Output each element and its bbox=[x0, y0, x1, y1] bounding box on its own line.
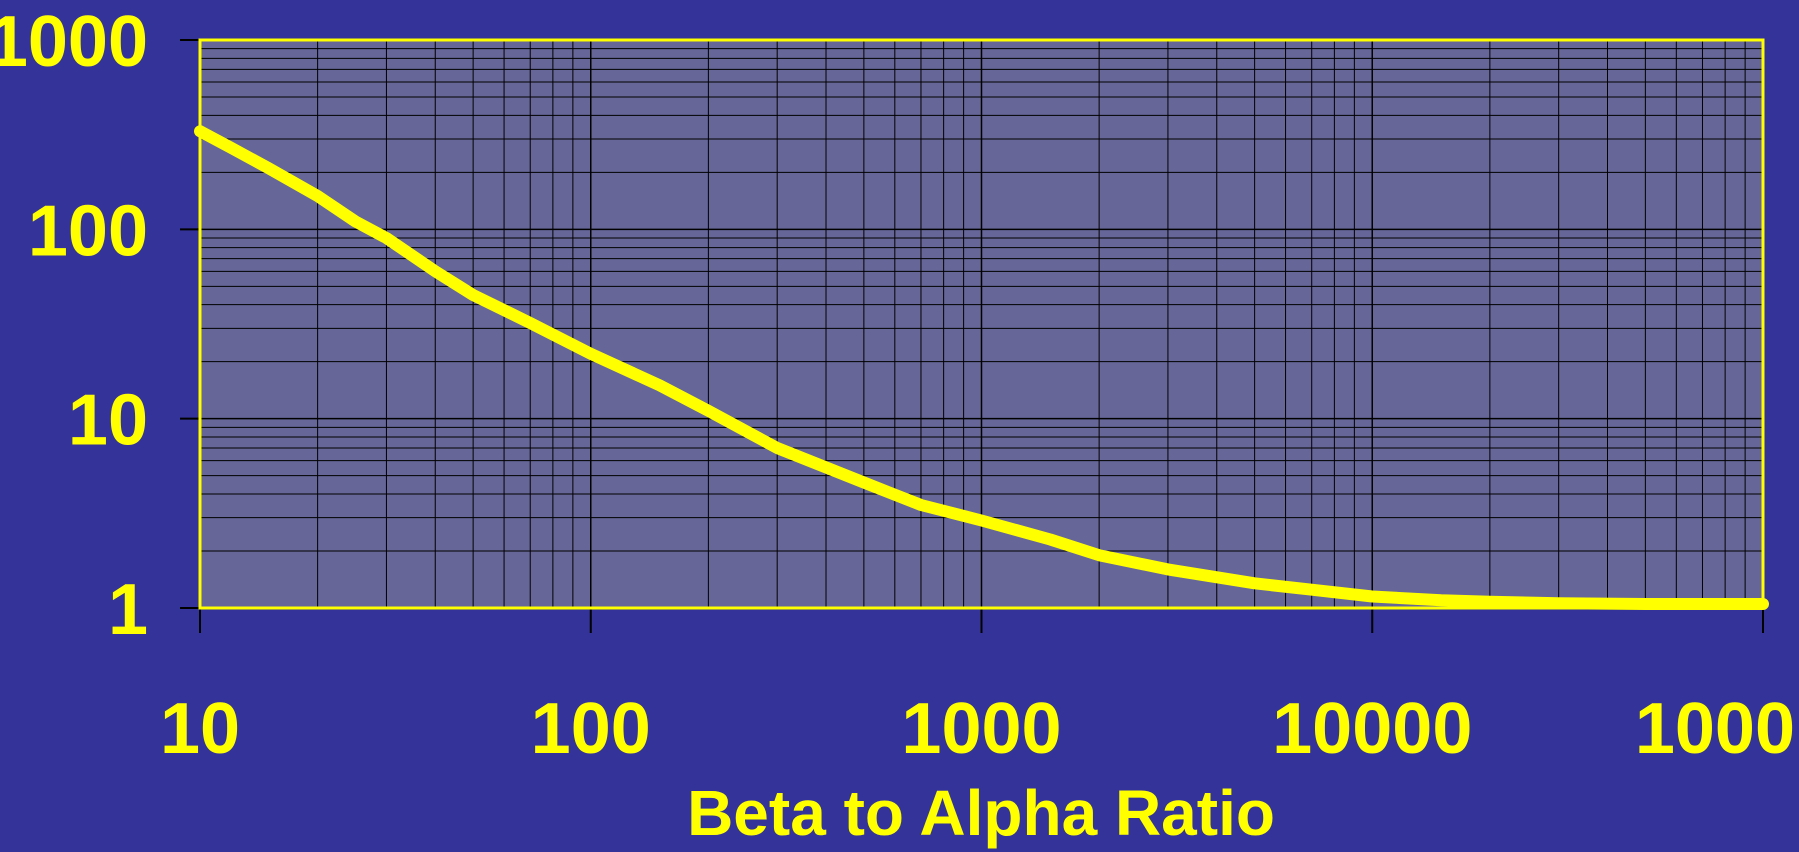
x-tick-label: 100 bbox=[531, 689, 651, 769]
tick-marks bbox=[180, 39, 1764, 633]
x-axis-title: Beta to Alpha Ratio bbox=[687, 777, 1275, 849]
y-tick-label: 100 bbox=[28, 191, 148, 271]
y-tick-label: 10 bbox=[68, 381, 148, 461]
y-tick-labels: 1 10 100 1000 bbox=[0, 2, 148, 650]
x-tick-label: 10 bbox=[160, 689, 240, 769]
x-tick-labels: 10 100 1000 10000 1000 bbox=[160, 689, 1795, 769]
plot-frame bbox=[198, 38, 1765, 610]
y-tick-label: 1 bbox=[108, 570, 148, 650]
x-tick-label: 1000 bbox=[1635, 689, 1795, 769]
x-tick-label: 10000 bbox=[1272, 689, 1472, 769]
x-tick-label: 1000 bbox=[901, 689, 1061, 769]
y-tick-label: 1000 bbox=[0, 2, 148, 82]
grid bbox=[200, 40, 1763, 608]
series-line bbox=[194, 125, 1769, 610]
